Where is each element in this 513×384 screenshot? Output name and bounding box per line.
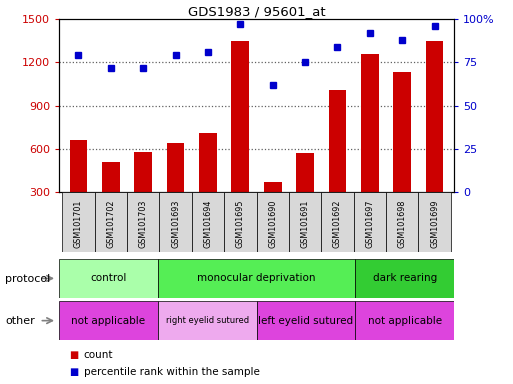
Text: GSM101699: GSM101699 bbox=[430, 199, 439, 248]
Bar bbox=[264, 182, 282, 192]
Bar bbox=[361, 54, 379, 192]
Bar bbox=[70, 140, 87, 192]
Bar bbox=[355, 259, 454, 298]
Bar bbox=[296, 153, 314, 192]
Text: ■: ■ bbox=[69, 367, 78, 377]
Bar bbox=[256, 192, 289, 252]
Bar bbox=[353, 192, 386, 252]
Bar bbox=[426, 41, 443, 192]
Text: percentile rank within the sample: percentile rank within the sample bbox=[84, 367, 260, 377]
Bar bbox=[321, 192, 353, 252]
Bar bbox=[59, 259, 158, 298]
Title: GDS1983 / 95601_at: GDS1983 / 95601_at bbox=[188, 5, 325, 18]
Text: GSM101690: GSM101690 bbox=[268, 199, 277, 248]
Bar bbox=[289, 192, 321, 252]
Bar bbox=[224, 192, 256, 252]
Text: not applicable: not applicable bbox=[368, 316, 442, 326]
Text: dark rearing: dark rearing bbox=[372, 273, 437, 283]
Bar bbox=[102, 162, 120, 192]
Bar bbox=[158, 301, 256, 340]
Text: control: control bbox=[90, 273, 127, 283]
Text: GSM101695: GSM101695 bbox=[236, 199, 245, 248]
Bar bbox=[94, 192, 127, 252]
Text: left eyelid sutured: left eyelid sutured bbox=[259, 316, 353, 326]
Text: monocular deprivation: monocular deprivation bbox=[198, 273, 315, 283]
Text: GSM101697: GSM101697 bbox=[365, 199, 374, 248]
Bar bbox=[393, 73, 411, 192]
Text: not applicable: not applicable bbox=[71, 316, 145, 326]
Bar bbox=[231, 41, 249, 192]
Bar bbox=[158, 259, 355, 298]
Bar bbox=[199, 133, 217, 192]
Bar bbox=[256, 301, 355, 340]
Text: GSM101692: GSM101692 bbox=[333, 199, 342, 248]
Text: count: count bbox=[84, 350, 113, 360]
Bar bbox=[127, 192, 160, 252]
Bar bbox=[419, 192, 451, 252]
Bar bbox=[328, 90, 346, 192]
Bar bbox=[355, 301, 454, 340]
Text: right eyelid sutured: right eyelid sutured bbox=[166, 316, 249, 325]
Bar bbox=[167, 143, 185, 192]
Text: GSM101702: GSM101702 bbox=[106, 199, 115, 248]
Bar bbox=[59, 301, 158, 340]
Text: ■: ■ bbox=[69, 350, 78, 360]
Bar bbox=[386, 192, 419, 252]
Text: GSM101701: GSM101701 bbox=[74, 199, 83, 248]
Text: other: other bbox=[5, 316, 35, 326]
Bar bbox=[62, 192, 94, 252]
Bar bbox=[160, 192, 192, 252]
Bar bbox=[192, 192, 224, 252]
Text: GSM101694: GSM101694 bbox=[204, 199, 212, 248]
Text: GSM101691: GSM101691 bbox=[301, 199, 309, 248]
Bar bbox=[134, 152, 152, 192]
Text: GSM101698: GSM101698 bbox=[398, 199, 407, 248]
Text: GSM101703: GSM101703 bbox=[139, 199, 148, 248]
Text: GSM101693: GSM101693 bbox=[171, 199, 180, 248]
Text: protocol: protocol bbox=[5, 274, 50, 284]
